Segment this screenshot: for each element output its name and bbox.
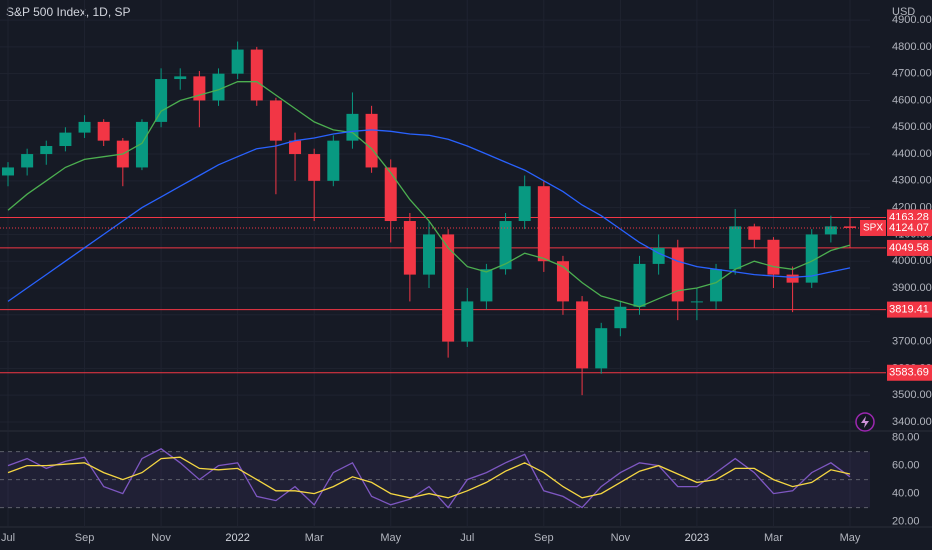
- last-price-label: 4124.07: [889, 222, 929, 234]
- x-tick-label: Nov: [611, 532, 631, 544]
- x-tick-label: May: [380, 532, 401, 544]
- candle-body: [365, 113, 378, 168]
- candle-body: [729, 226, 742, 270]
- x-tick-label: Jul: [1, 532, 15, 544]
- level-label-box: [887, 364, 932, 381]
- candle-body: [767, 239, 780, 275]
- candle-body: [2, 167, 14, 176]
- candle-body: [308, 154, 321, 181]
- rsi-tick-label: 20.00: [892, 516, 920, 528]
- candle-body: [269, 100, 282, 141]
- candle-body: [748, 226, 761, 240]
- rsi-tick-label: 40.00: [892, 488, 920, 500]
- x-tick-label: Sep: [75, 532, 95, 544]
- rsi-tick-label: 80.00: [892, 432, 920, 444]
- level-label: 4049.58: [889, 242, 929, 254]
- candle-body: [633, 263, 646, 307]
- candle-body: [786, 274, 799, 283]
- x-tick-label: 2023: [685, 532, 709, 544]
- x-tick-label: 2022: [225, 532, 249, 544]
- y-tick-label: 4900.00: [892, 14, 932, 26]
- candle-body: [40, 146, 53, 155]
- y-tick-label: 4700.00: [892, 68, 932, 80]
- candle-body: [805, 234, 818, 283]
- candle-body: [844, 226, 856, 228]
- candle-body: [480, 269, 493, 302]
- candle-body: [595, 328, 608, 369]
- x-tick-label: Nov: [151, 532, 171, 544]
- candle-body: [576, 301, 589, 369]
- candle-body: [824, 226, 837, 235]
- candle-body: [710, 269, 723, 302]
- x-tick-label: Jul: [460, 532, 474, 544]
- x-tick-label: May: [840, 532, 861, 544]
- candle-body: [174, 76, 187, 80]
- level-label: 3819.41: [889, 304, 929, 316]
- last-price-box: [887, 219, 932, 236]
- candle-body: [155, 79, 168, 122]
- candle-body: [346, 113, 359, 141]
- candle-body: [537, 186, 550, 262]
- symbol-box: [860, 219, 886, 236]
- candle-body: [21, 154, 34, 168]
- candle-body: [212, 73, 225, 101]
- candle-body: [231, 49, 244, 74]
- alert-bolt: [861, 416, 869, 428]
- candle-body: [384, 167, 397, 222]
- rsi-tick-label: 60.00: [892, 460, 920, 472]
- candle-body: [499, 221, 512, 270]
- y-tick-label: 3400.00: [892, 416, 932, 428]
- currency-label: USD: [892, 6, 915, 18]
- y-tick-label: 4500.00: [892, 121, 932, 133]
- x-tick-label: Sep: [534, 532, 554, 544]
- candle-body: [59, 132, 72, 147]
- moving-average: [7, 129, 851, 302]
- level-label-box: [887, 301, 932, 318]
- candle-body: [78, 121, 91, 133]
- candle-body: [403, 221, 416, 275]
- candle-body: [97, 121, 110, 141]
- y-tick-label: 4600.00: [892, 94, 932, 106]
- candle-body: [289, 140, 302, 155]
- candle-body: [461, 301, 474, 342]
- y-tick-label: 4300.00: [892, 175, 932, 187]
- y-tick-label: 3900.00: [892, 282, 932, 294]
- y-tick-label: 3700.00: [892, 335, 932, 347]
- candle-body: [690, 301, 703, 303]
- candle-body: [556, 261, 569, 302]
- y-tick-label: 4400.00: [892, 148, 932, 160]
- chart-title: S&P 500 Index, 1D, SP: [6, 5, 131, 19]
- candle-body: [423, 234, 435, 275]
- candle-body: [250, 49, 263, 101]
- candle-body: [442, 234, 455, 342]
- symbol-label: SPX: [863, 223, 883, 234]
- candle-body: [327, 140, 340, 181]
- y-tick-label: 4800.00: [892, 41, 932, 53]
- candle-body: [135, 121, 148, 168]
- candle-body: [614, 306, 627, 329]
- y-tick-label: 4000.00: [892, 255, 932, 267]
- moving-average: [7, 81, 851, 308]
- rsi-line: [7, 448, 851, 509]
- rsi-signal-line: [7, 456, 851, 499]
- candle-body: [518, 186, 531, 222]
- x-tick-label: Mar: [305, 532, 324, 544]
- y-tick-label: 3500.00: [892, 389, 932, 401]
- level-label-box: [887, 239, 932, 256]
- x-tick-label: Mar: [764, 532, 783, 544]
- level-label: 3583.69: [889, 367, 929, 379]
- candle-body: [671, 247, 684, 302]
